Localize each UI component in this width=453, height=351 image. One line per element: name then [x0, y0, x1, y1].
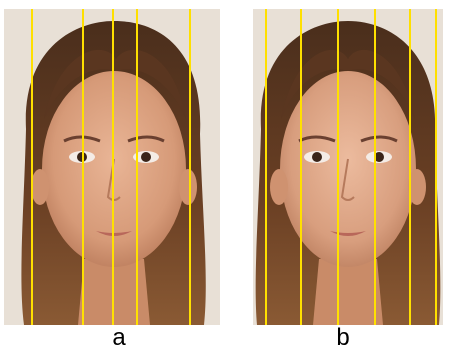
guide-lines-a	[31, 9, 191, 325]
face-illustration-b	[253, 9, 443, 325]
panel-caption-a: a	[112, 324, 126, 351]
face-photo-b	[253, 9, 443, 325]
face-illustration-a	[4, 9, 220, 325]
face-photo-a	[4, 9, 220, 325]
panel-caption-b: b	[336, 324, 350, 351]
guide-lines-b	[265, 9, 437, 325]
